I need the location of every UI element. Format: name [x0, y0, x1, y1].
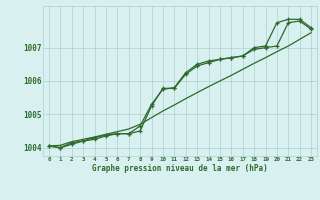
X-axis label: Graphe pression niveau de la mer (hPa): Graphe pression niveau de la mer (hPa): [92, 164, 268, 173]
